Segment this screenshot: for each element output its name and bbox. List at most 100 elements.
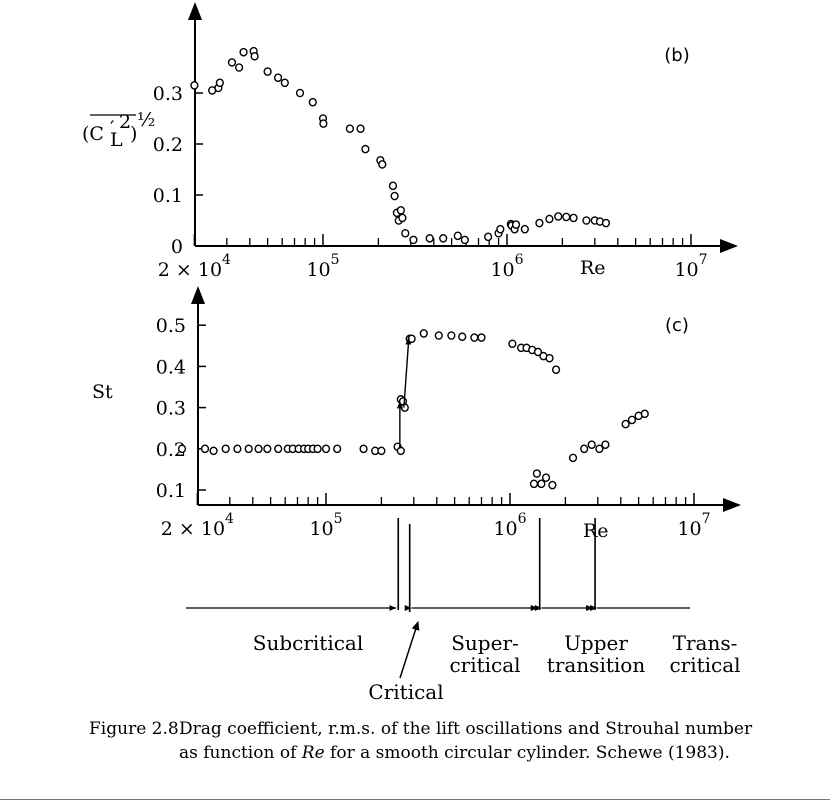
b-data-point [409, 235, 418, 245]
b-x-tick-label: 2 × 104 [158, 252, 231, 281]
b-data-point [535, 218, 544, 228]
page-bottom-rule [0, 799, 830, 800]
c-data-point [508, 339, 517, 349]
b-x-tick-exp: 4 [222, 252, 231, 268]
regime-label-critical: Critical [368, 680, 443, 704]
regime-label-line: Critical [368, 680, 443, 704]
b-y-tick-label: 0.3 [153, 83, 183, 105]
panel-c-jump-arrow [403, 337, 412, 408]
caption-text-after: for a smooth circular cylinder. Schewe (… [324, 743, 730, 763]
c-x-tick-base: 10 [677, 518, 701, 540]
b-data-point [439, 234, 448, 243]
b-x-tick-base: 10 [306, 259, 330, 281]
figure-caption: Figure 2.8 Drag coefficient, r.m.s. of t… [89, 717, 769, 765]
regime-label-line: critical [669, 653, 740, 677]
regime-label-line: Subcritical [253, 631, 364, 655]
panel-c-y-axis-arrow [191, 286, 205, 304]
b-data-point [562, 212, 571, 222]
b-x-tick-exp: 7 [699, 252, 708, 268]
c-data-point [396, 446, 405, 456]
b-data-point [582, 216, 591, 225]
caption-re-symbol: Re [301, 743, 325, 763]
c-data-point [529, 479, 539, 489]
c-data-point [359, 444, 368, 454]
b-y-tick-label: 0.2 [153, 134, 183, 156]
regime-label-line: Super- [451, 631, 519, 655]
b-data-point [239, 47, 248, 57]
b-data-point [554, 212, 563, 221]
b-data-point [190, 81, 199, 90]
b-data-point [484, 232, 493, 242]
b-data-point [263, 67, 272, 76]
b-y-tick-label: 0.1 [153, 185, 183, 207]
caption-figure-number: Figure 2.8 [89, 719, 179, 739]
panel-b-label: (b) [664, 45, 689, 66]
b-x-tick-exp: 6 [515, 252, 524, 268]
panel-c-arrows [396, 337, 412, 449]
b-data-point [390, 191, 399, 201]
panel-b-y-label-prime: ′ [110, 117, 114, 139]
b-x-tick-label: 107 [674, 252, 707, 281]
c-data-point [595, 444, 604, 454]
b-x-tick-label: 105 [306, 252, 339, 281]
regime-label-line: critical [449, 653, 520, 677]
c-x-tick-label: 2 × 104 [161, 511, 234, 540]
regime-label-subcritical: Subcritical [253, 631, 364, 655]
c-x-tick-exp: 6 [518, 511, 527, 527]
b-data-point [460, 235, 469, 245]
b-data-point [545, 214, 554, 224]
panel-c-strouhal: 0.50.40.30.20.1 2 × 104 105 106 107 (c) St … [92, 286, 741, 542]
b-data-point [601, 218, 611, 228]
c-data-point [377, 446, 386, 456]
panel-b-y-label-sup: 2 [119, 111, 131, 133]
c-data-point [580, 444, 589, 454]
c-y-tick-label: 0.4 [156, 356, 186, 378]
c-data-point [470, 333, 479, 342]
caption-text: Drag coefficient, r.m.s. of the lift osc… [179, 717, 769, 765]
regime-arrow-critical [399, 621, 420, 679]
b-data-point [295, 88, 305, 98]
c-data-point [209, 446, 218, 456]
b-data-point [520, 224, 529, 234]
b-y-tick-label: 0 [171, 236, 183, 258]
panel-b-lift-rms: 0.3 0.2 0.1 0 2 × 104 105 10 6 107 (b) Re (C ′ … [82, 2, 738, 281]
c-x-tick-exp: 5 [334, 511, 343, 527]
b-data-point [319, 119, 328, 128]
b-data-point [356, 124, 365, 133]
c-data-point [274, 444, 283, 454]
c-data-point [200, 444, 210, 454]
panel-c-x-ticks: 2 × 104 105 106 107 [161, 493, 711, 540]
c-data-point [321, 444, 331, 454]
c-data-point [587, 440, 596, 449]
regime-label-line: transition [547, 653, 646, 677]
panel-b-y-label-close: ) [130, 123, 137, 145]
c-data-point [533, 347, 543, 357]
panel-b-y-label: (C ′ 2 L ) ½ [82, 109, 155, 151]
c-data-point [548, 480, 557, 490]
b-data-point [273, 73, 283, 82]
b-data-point [280, 78, 289, 88]
b-data-point [361, 144, 370, 154]
b-x-tick-exp: 5 [331, 252, 340, 268]
c-data-point [400, 403, 409, 412]
panel-b-x-label: Re [580, 257, 606, 279]
c-x-tick-label: 105 [309, 511, 342, 540]
c-y-tick-label: 0.5 [156, 315, 186, 337]
regime-label-line: Upper [564, 631, 628, 655]
c-data-point [545, 353, 554, 363]
c-data-point [601, 440, 610, 449]
b-x-tick-base: 2 × 10 [158, 259, 222, 281]
b-data-point [250, 51, 259, 61]
b-data-point [425, 234, 434, 243]
c-data-point [621, 419, 630, 429]
c-x-tick-exp: 4 [225, 511, 234, 527]
b-data-point [401, 228, 410, 238]
c-x-tick-base: 2 × 10 [161, 518, 225, 540]
flow-regimes: Subcritical Super-critical Upper transition… [186, 518, 741, 704]
c-x-tick-exp: 7 [702, 511, 711, 527]
c-data-point [313, 444, 322, 454]
c-y-tick-label: 0.3 [156, 398, 186, 420]
panel-b-y-ticks: 0.3 0.2 0.1 0 [153, 83, 203, 258]
panel-c-label: (c) [665, 315, 689, 336]
